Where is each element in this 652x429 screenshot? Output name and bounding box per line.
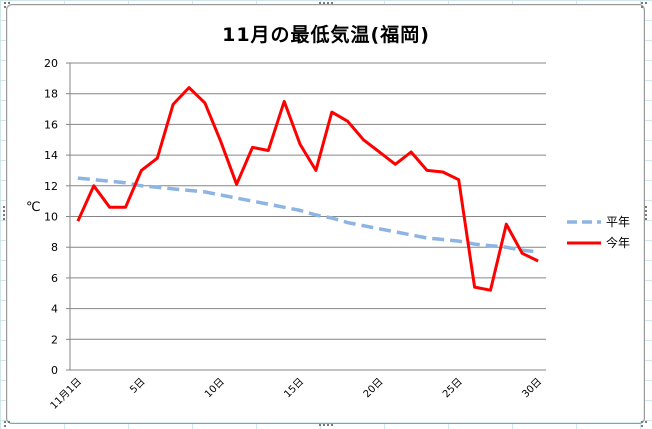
resize-handle-top-right[interactable]	[641, 2, 647, 8]
resize-handle-bottom[interactable]	[319, 424, 333, 426]
y-tick-label: 18	[44, 88, 58, 101]
x-tick-label: 11月1日	[48, 376, 84, 412]
x-axis-ticks: 11月1日 5日 10日 15日 20日 25日 30日	[48, 376, 544, 412]
series-line-this-year[interactable]	[76, 86, 539, 292]
resize-handle-top-left[interactable]	[4, 2, 10, 8]
legend: 平年 今年	[566, 211, 630, 253]
y-tick-label: 12	[44, 180, 58, 193]
y-tick-label: 0	[51, 364, 58, 377]
y-tick-label: 2	[51, 333, 58, 346]
axes	[69, 63, 546, 371]
y-tick-label: 20	[44, 57, 58, 70]
legend-label-normal: 平年	[606, 215, 631, 229]
y-tick-label: 10	[44, 211, 58, 224]
dashed-line-icon	[566, 215, 602, 229]
y-axis-ticks: 0 2 4 6 8 10 12 14 16 18 20	[44, 57, 58, 377]
series-lines	[76, 86, 539, 292]
resize-handle-top[interactable]	[319, 2, 333, 4]
solid-line-icon	[566, 236, 602, 250]
chart-frame[interactable]	[6, 4, 645, 424]
legend-item-normal: 平年	[566, 211, 630, 232]
series-line-normal[interactable]	[77, 176, 539, 254]
y-tick-label: 16	[44, 118, 58, 131]
y-tick-label: 4	[51, 303, 58, 316]
x-tick-label: 25日	[441, 376, 465, 400]
resize-handle-right[interactable]	[645, 206, 647, 220]
x-tick-label: 5日	[128, 376, 147, 395]
resize-handle-bottom-right[interactable]	[641, 421, 647, 427]
resize-handle-left[interactable]	[3, 206, 5, 220]
x-tick-label: 15日	[282, 376, 306, 400]
resize-handle-bottom-left[interactable]	[4, 421, 10, 427]
x-tick-label: 10日	[203, 376, 227, 400]
y-tick-label: 8	[51, 241, 58, 254]
y-tick-label: 14	[44, 149, 58, 162]
chart-title: 11月の最低気温(福岡)	[222, 24, 430, 46]
gridlines	[66, 62, 546, 371]
x-tick-label: 30日	[520, 376, 544, 400]
y-tick-label: 6	[51, 272, 58, 285]
x-tick-label: 20日	[362, 376, 386, 400]
y-axis-label: ℃	[26, 200, 41, 215]
legend-item-this-year: 今年	[566, 232, 630, 253]
legend-label-this-year: 今年	[606, 236, 631, 250]
